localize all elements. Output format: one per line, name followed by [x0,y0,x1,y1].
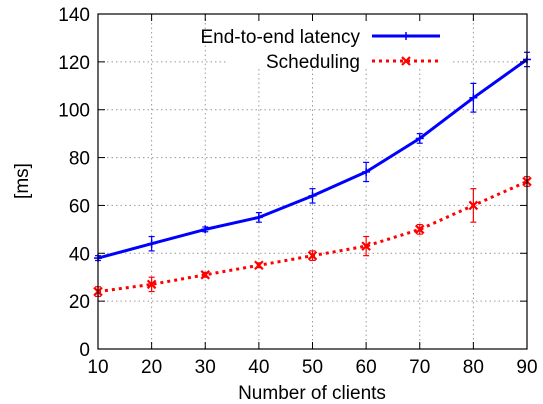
data-point [469,93,478,102]
legend: End-to-end latency Scheduling [201,27,440,73]
y-tick-label: 80 [69,149,90,170]
legend-label: Scheduling [266,52,360,73]
legend-marker [402,32,410,40]
x-tick-label: 20 [141,357,162,378]
y-tick-label: 0 [79,340,90,361]
data-point [201,225,210,234]
data-point [414,224,425,235]
data-point [200,270,211,280]
data-point [254,260,264,271]
legend-label: End-to-end latency [201,27,361,48]
series-end-to-end-latency [94,51,531,263]
x-tick-label: 60 [356,357,377,378]
x-tick-label: 10 [87,357,108,378]
y-tick-label: 140 [58,5,90,26]
series-line [97,58,528,260]
y-tick-label: 100 [58,101,90,122]
x-axis-label: Number of clients [238,383,386,404]
data-point [308,191,317,200]
y-tick-label: 120 [58,53,90,74]
plot-series [93,51,532,297]
legend-item: End-to-end latency [201,27,440,48]
y-tick-label: 40 [69,244,90,265]
legend-item: Scheduling [266,52,440,73]
data-point [307,250,318,261]
x-tick-label: 40 [248,357,269,378]
x-tick-label: 90 [516,357,537,378]
axis-ticks: 0 20 40 60 80 100 120 140 10 20 30 40 50 60 70 80 90 [58,5,537,378]
data-point [147,239,156,248]
x-tick-label: 30 [195,357,216,378]
data-point [362,167,371,176]
grid-lines [98,14,527,349]
series-scheduling [93,176,532,297]
x-tick-label: 70 [409,357,430,378]
legend-marker [401,56,411,66]
data-point [146,279,157,290]
y-tick-label: 20 [69,292,90,313]
y-axis-label: [ms] [12,163,33,199]
y-tick-label: 60 [69,196,90,217]
x-tick-label: 80 [463,357,484,378]
data-point [415,134,424,143]
data-point [468,200,479,211]
x-tick-label: 50 [302,357,323,378]
data-point [361,241,371,251]
data-point [254,213,263,222]
